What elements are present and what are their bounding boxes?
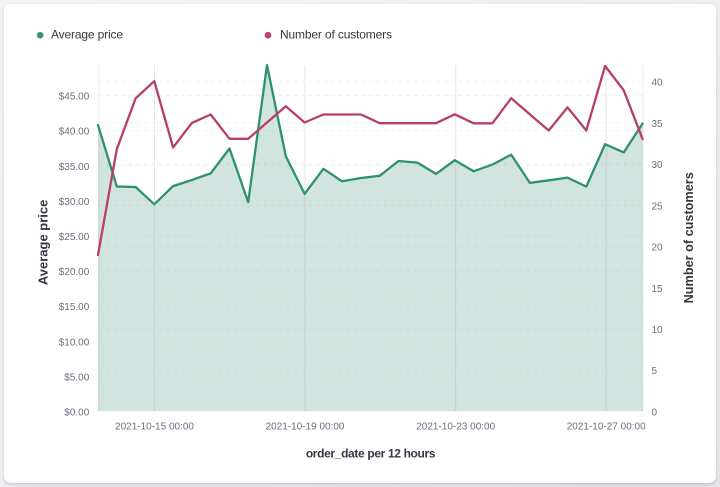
svg-text:$45.00: $45.00 xyxy=(59,92,90,103)
svg-text:0: 0 xyxy=(652,407,658,418)
svg-text:40: 40 xyxy=(652,78,664,89)
svg-text:order_date per 12 hours: order_date per 12 hours xyxy=(306,446,436,460)
svg-text:$35.00: $35.00 xyxy=(59,162,90,173)
svg-text:$0.00: $0.00 xyxy=(64,407,89,418)
svg-text:2021-10-23 00:00: 2021-10-23 00:00 xyxy=(416,421,495,432)
svg-text:25: 25 xyxy=(652,201,664,212)
svg-text:Number of customers: Number of customers xyxy=(280,28,392,42)
svg-text:Number of customers: Number of customers xyxy=(682,172,696,303)
svg-text:15: 15 xyxy=(652,284,664,295)
svg-text:$10.00: $10.00 xyxy=(59,337,90,348)
svg-text:$30.00: $30.00 xyxy=(59,197,90,208)
svg-text:5: 5 xyxy=(652,366,658,377)
svg-text:2021-10-27 00:00: 2021-10-27 00:00 xyxy=(567,421,646,432)
svg-text:$5.00: $5.00 xyxy=(64,372,89,383)
svg-text:2021-10-15 00:00: 2021-10-15 00:00 xyxy=(115,421,194,432)
svg-text:2021-10-19 00:00: 2021-10-19 00:00 xyxy=(266,421,345,432)
svg-text:Average price: Average price xyxy=(51,28,123,42)
svg-text:20: 20 xyxy=(652,243,664,254)
svg-text:30: 30 xyxy=(652,160,664,171)
svg-text:$20.00: $20.00 xyxy=(59,267,90,278)
svg-text:$25.00: $25.00 xyxy=(59,232,90,243)
svg-text:$40.00: $40.00 xyxy=(59,127,90,138)
svg-text:35: 35 xyxy=(652,119,664,130)
svg-text:$15.00: $15.00 xyxy=(59,302,90,313)
svg-text:Average price: Average price xyxy=(36,200,51,286)
svg-text:10: 10 xyxy=(652,325,664,336)
